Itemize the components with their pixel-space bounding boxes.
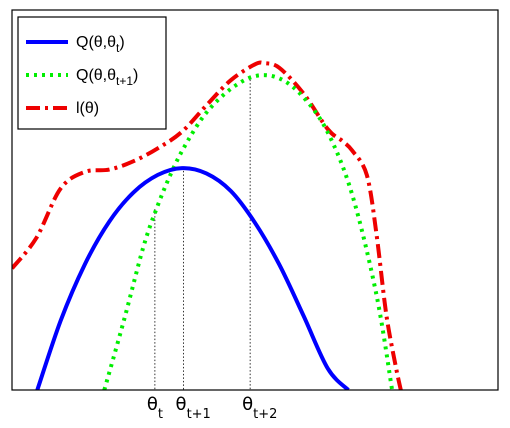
legend-label-0: Q(θ,θt) <box>76 34 125 55</box>
legend-label-1: Q(θ,θt+1) <box>76 67 138 88</box>
x-tick-label-1: θt+1 <box>176 394 211 422</box>
legend: Q(θ,θt) Q(θ,θt+1) l(θ) <box>17 16 167 130</box>
series-line-2 <box>12 60 403 390</box>
series-line-0 <box>35 166 350 390</box>
series-layer <box>12 60 403 390</box>
legend-label-2: l(θ) <box>76 100 99 117</box>
x-tick-label-0: θt <box>147 394 163 422</box>
x-tick-labels: θt θt+1 θt+2 <box>147 394 278 422</box>
guide-lines <box>154 76 251 390</box>
plot-frame <box>11 9 499 391</box>
x-tick-label-2: θt+2 <box>242 394 277 422</box>
